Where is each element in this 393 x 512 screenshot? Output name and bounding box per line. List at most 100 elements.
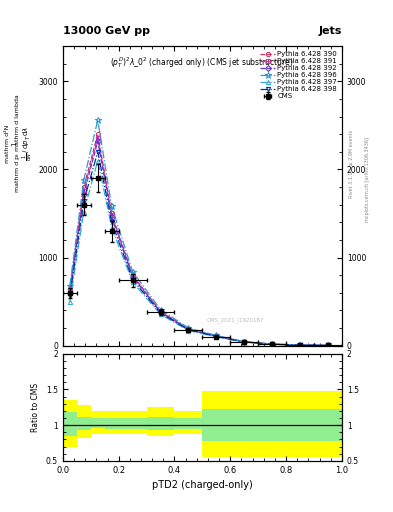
Pythia 6.428 390 [158, 308, 163, 314]
Bar [77, 417, 91, 430]
Pythia 6.428 398 [298, 342, 303, 348]
Pythia 6.428 391 [68, 288, 72, 294]
Text: mcplots.cern.ch [arXiv:1306.3436]: mcplots.cern.ch [arXiv:1306.3436] [365, 137, 370, 222]
Pythia 6.428 397 [81, 209, 86, 215]
Bar [202, 410, 230, 441]
Bar [230, 410, 272, 441]
Pythia 6.428 397 [298, 342, 303, 348]
Pythia 6.428 392 [81, 191, 86, 197]
Pythia 6.428 391 [158, 309, 163, 315]
Pythia 6.428 397 [214, 334, 219, 340]
Pythia 6.428 391 [109, 212, 114, 218]
Line: Pythia 6.428 392: Pythia 6.428 392 [68, 139, 330, 348]
Bar [119, 418, 147, 429]
Pythia 6.428 392 [214, 333, 219, 339]
Pythia 6.428 396 [326, 343, 331, 349]
Bar [272, 410, 342, 441]
X-axis label: pTD2 (charged-only): pTD2 (charged-only) [152, 480, 253, 490]
Pythia 6.428 391 [186, 326, 191, 332]
Pythia 6.428 390 [95, 131, 100, 137]
Pythia 6.428 398 [326, 343, 331, 349]
Pythia 6.428 396 [81, 177, 86, 183]
Pythia 6.428 390 [326, 343, 331, 349]
Pythia 6.428 390 [81, 184, 86, 190]
Pythia 6.428 396 [298, 342, 303, 348]
Pythia 6.428 397 [158, 311, 163, 317]
Pythia 6.428 397 [242, 339, 247, 345]
Pythia 6.428 397 [270, 342, 275, 348]
Pythia 6.428 390 [214, 333, 219, 339]
Pythia 6.428 396 [95, 117, 100, 123]
Text: mathrm d²N: mathrm d²N [6, 124, 10, 162]
Pythia 6.428 390 [130, 272, 135, 278]
Legend: Pythia 6.428 390, Pythia 6.428 391, Pythia 6.428 392, Pythia 6.428 396, Pythia 6: Pythia 6.428 390, Pythia 6.428 391, Pyth… [257, 48, 340, 102]
Pythia 6.428 398 [158, 310, 163, 316]
Y-axis label: Ratio to CMS: Ratio to CMS [31, 383, 40, 432]
Pythia 6.428 397 [109, 225, 114, 231]
Pythia 6.428 397 [186, 328, 191, 334]
Bar [147, 408, 174, 436]
Pythia 6.428 398 [186, 327, 191, 333]
Pythia 6.428 391 [326, 343, 331, 349]
Pythia 6.428 398 [214, 333, 219, 339]
Text: CMS_2021_I1920187: CMS_2021_I1920187 [207, 318, 264, 324]
Text: $(p_T^D)^2\lambda\_0^2$ (charged only) (CMS jet substructure): $(p_T^D)^2\lambda\_0^2$ (charged only) (… [110, 55, 294, 70]
Bar [91, 411, 105, 434]
Pythia 6.428 397 [326, 343, 331, 349]
Bar [63, 412, 77, 436]
Pythia 6.428 390 [68, 286, 72, 292]
Text: 13000 GeV pp: 13000 GeV pp [63, 26, 150, 36]
Pythia 6.428 391 [298, 342, 303, 348]
Pythia 6.428 397 [95, 158, 100, 164]
Text: Rivet 3.1.10, ≥ 2.9M events: Rivet 3.1.10, ≥ 2.9M events [349, 130, 354, 198]
Pythia 6.428 390 [242, 339, 247, 345]
Line: Pythia 6.428 398: Pythia 6.428 398 [68, 150, 330, 348]
Pythia 6.428 398 [68, 293, 72, 300]
Bar [230, 391, 272, 457]
Bar [174, 418, 202, 429]
Pythia 6.428 391 [81, 187, 86, 194]
Pythia 6.428 396 [214, 332, 219, 338]
Line: Pythia 6.428 390: Pythia 6.428 390 [68, 132, 330, 348]
Text: 1: 1 [11, 141, 17, 145]
Bar [272, 391, 342, 457]
Text: Jets: Jets [319, 26, 342, 36]
Bar [105, 418, 119, 430]
Bar [91, 418, 105, 428]
Pythia 6.428 392 [109, 214, 114, 220]
Pythia 6.428 398 [81, 198, 86, 204]
Pythia 6.428 396 [68, 283, 72, 289]
Text: $\frac{1}{\mathrm{d}N}\,/\,\mathrm{d}p_T\,\mathrm{d}\lambda$: $\frac{1}{\mathrm{d}N}\,/\,\mathrm{d}p_T… [20, 125, 35, 161]
Pythia 6.428 392 [68, 290, 72, 296]
Pythia 6.428 392 [158, 309, 163, 315]
Pythia 6.428 396 [242, 338, 247, 345]
Bar [77, 405, 91, 438]
Pythia 6.428 391 [214, 333, 219, 339]
Text: mathrm d pₜ mathrm d lambda: mathrm d pₜ mathrm d lambda [15, 95, 20, 192]
Bar [147, 417, 174, 430]
Pythia 6.428 396 [130, 269, 135, 275]
Pythia 6.428 396 [186, 325, 191, 331]
Pythia 6.428 390 [270, 341, 275, 347]
Bar [105, 411, 119, 434]
Bar [174, 411, 202, 434]
Pythia 6.428 396 [109, 203, 114, 209]
Bar [63, 400, 77, 446]
Bar [119, 411, 147, 434]
Pythia 6.428 391 [242, 339, 247, 345]
Pythia 6.428 391 [130, 273, 135, 279]
Pythia 6.428 398 [95, 149, 100, 155]
Pythia 6.428 392 [298, 342, 303, 348]
Pythia 6.428 392 [186, 326, 191, 332]
Pythia 6.428 398 [270, 341, 275, 347]
Pythia 6.428 392 [130, 274, 135, 280]
Pythia 6.428 397 [130, 279, 135, 285]
Pythia 6.428 398 [130, 276, 135, 283]
Pythia 6.428 390 [298, 342, 303, 348]
Pythia 6.428 397 [68, 298, 72, 305]
Pythia 6.428 396 [158, 307, 163, 313]
Pythia 6.428 391 [95, 135, 100, 141]
Pythia 6.428 392 [270, 341, 275, 347]
Pythia 6.428 391 [270, 341, 275, 347]
Line: Pythia 6.428 396: Pythia 6.428 396 [67, 117, 331, 349]
